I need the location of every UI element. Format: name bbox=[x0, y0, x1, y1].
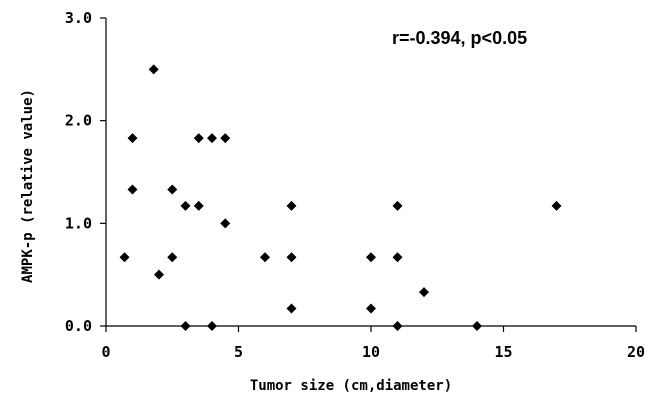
data-point bbox=[286, 303, 297, 314]
data-point bbox=[127, 133, 138, 144]
x-tick-label: 5 bbox=[234, 343, 243, 361]
data-point bbox=[220, 133, 231, 144]
x-tick-label: 10 bbox=[362, 343, 380, 361]
data-point bbox=[180, 321, 191, 331]
data-point bbox=[392, 200, 403, 211]
data-point bbox=[286, 200, 297, 211]
y-tick-label: 1.0 bbox=[65, 214, 92, 232]
data-point bbox=[392, 321, 403, 331]
data-point bbox=[193, 133, 204, 144]
x-tick-label: 0 bbox=[101, 343, 110, 361]
data-point bbox=[392, 252, 403, 263]
data-points bbox=[119, 64, 562, 331]
y-tick-label: 2.0 bbox=[65, 112, 92, 130]
correlation-annotation: r=-0.394, p<0.05 bbox=[392, 28, 527, 48]
y-tick-label: 3.0 bbox=[65, 9, 92, 27]
data-point bbox=[419, 287, 429, 298]
y-tick-label: 0.0 bbox=[65, 317, 92, 335]
data-point bbox=[167, 184, 178, 195]
data-point bbox=[148, 64, 159, 75]
y-axis-title: AMPK-p (relative value) bbox=[20, 89, 36, 283]
data-point bbox=[119, 252, 130, 263]
data-point bbox=[193, 200, 204, 211]
y-axis-ticks: 0.0 1.0 2.0 3.0 bbox=[65, 9, 106, 335]
data-point bbox=[220, 218, 231, 229]
data-point bbox=[127, 184, 138, 195]
data-point bbox=[260, 252, 270, 263]
data-point bbox=[180, 200, 191, 211]
data-point bbox=[167, 252, 178, 263]
data-point bbox=[551, 200, 562, 211]
x-axis-ticks: 0 5 10 15 20 bbox=[101, 326, 645, 361]
data-point bbox=[154, 269, 164, 280]
data-point bbox=[366, 252, 376, 263]
x-tick-label: 20 bbox=[627, 343, 645, 361]
x-axis-title: Tumor size (cm,diameter) bbox=[250, 378, 452, 394]
data-point bbox=[207, 321, 217, 331]
data-point bbox=[207, 133, 217, 144]
data-point bbox=[366, 303, 376, 314]
data-point bbox=[286, 252, 297, 263]
x-tick-label: 15 bbox=[494, 343, 512, 361]
axes bbox=[105, 18, 636, 327]
data-point bbox=[472, 321, 482, 331]
